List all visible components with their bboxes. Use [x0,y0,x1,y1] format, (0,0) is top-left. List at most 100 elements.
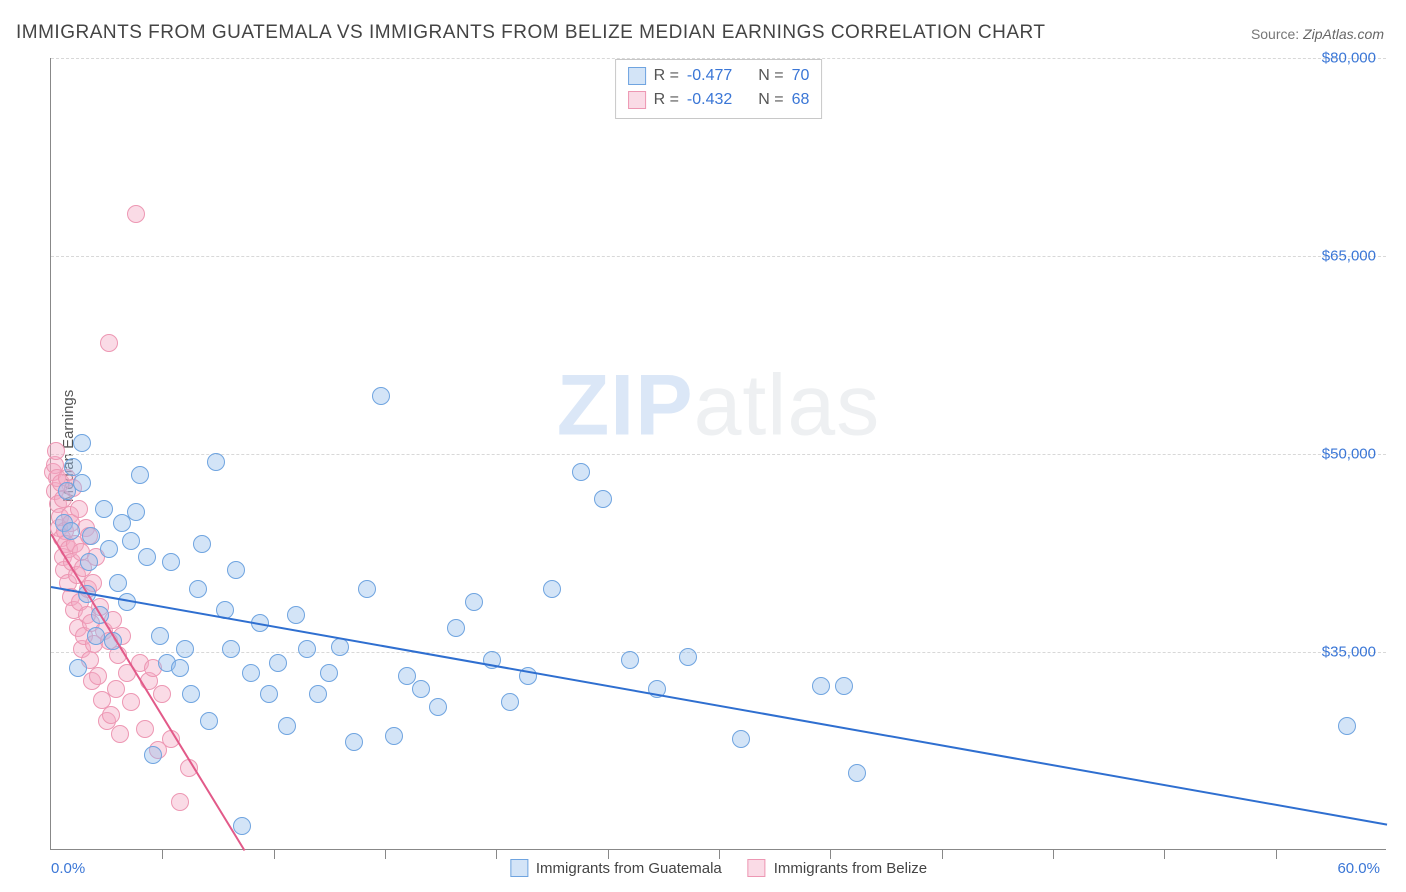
x-tick [719,850,720,859]
data-point-guatemala [162,553,180,571]
data-point-guatemala [242,664,260,682]
x-tick [274,850,275,859]
data-point-belize [153,685,171,703]
x-tick [162,850,163,859]
y-tick-label: $65,000 [1322,248,1376,265]
data-point-guatemala [812,677,830,695]
legend-label-guatemala: Immigrants from Guatemala [536,860,722,877]
data-point-guatemala [200,712,218,730]
gridline [51,256,1386,257]
data-point-guatemala [109,574,127,592]
data-point-guatemala [73,434,91,452]
gridline [51,652,1386,653]
n-label: N = [758,64,783,88]
data-point-guatemala [122,532,140,550]
data-point-guatemala [385,727,403,745]
x-tick [1053,850,1054,859]
watermark-zip: ZIP [557,358,694,454]
data-point-belize [127,205,145,223]
data-point-guatemala [151,627,169,645]
data-point-guatemala [679,648,697,666]
legend-item-belize: Immigrants from Belize [748,859,927,877]
source-label: Source: [1251,26,1303,42]
x-tick-label: 60.0% [1337,860,1380,877]
source-attribution: Source: ZipAtlas.com [1251,26,1384,42]
data-point-belize [100,334,118,352]
data-point-guatemala [233,817,251,835]
data-point-belize [122,693,140,711]
r-value-belize: -0.432 [687,88,732,112]
data-point-guatemala [732,730,750,748]
n-value-guatemala: 70 [792,64,810,88]
data-point-guatemala [227,561,245,579]
data-point-belize [107,680,125,698]
data-point-guatemala [309,685,327,703]
n-label: N = [758,88,783,112]
data-point-guatemala [131,466,149,484]
data-point-belize [70,500,88,518]
x-tick [496,850,497,859]
data-point-belize [89,667,107,685]
chart-title: IMMIGRANTS FROM GUATEMALA VS IMMIGRANTS … [16,22,1046,44]
data-point-guatemala [298,640,316,658]
r-label: R = [654,88,679,112]
trend-line-guatemala [51,586,1387,826]
data-point-guatemala [82,527,100,545]
data-point-guatemala [621,651,639,669]
data-point-guatemala [138,548,156,566]
data-point-guatemala [207,453,225,471]
data-point-guatemala [501,693,519,711]
data-point-belize [47,442,65,460]
data-point-guatemala [144,746,162,764]
scatter-plot-area: ZIPatlas R = -0.477 N = 70 R = -0.432 N … [50,58,1386,850]
data-point-guatemala [465,593,483,611]
r-label: R = [654,64,679,88]
correlation-stats-box: R = -0.477 N = 70 R = -0.432 N = 68 [615,59,823,119]
data-point-guatemala [171,659,189,677]
data-point-guatemala [572,463,590,481]
data-point-guatemala [100,540,118,558]
source-link[interactable]: ZipAtlas.com [1303,26,1384,42]
x-tick-label: 0.0% [51,860,85,877]
data-point-guatemala [260,685,278,703]
watermark-atlas: atlas [694,358,881,454]
x-tick [942,850,943,859]
data-point-guatemala [287,606,305,624]
data-point-guatemala [62,522,80,540]
data-point-guatemala [73,474,91,492]
r-value-guatemala: -0.477 [687,64,732,88]
swatch-belize [628,91,646,109]
legend-label-belize: Immigrants from Belize [774,860,927,877]
legend-item-guatemala: Immigrants from Guatemala [510,859,722,877]
data-point-belize [171,793,189,811]
data-point-guatemala [127,503,145,521]
data-point-guatemala [80,553,98,571]
trend-line-belize [50,534,245,852]
data-point-guatemala [189,580,207,598]
data-point-guatemala [1338,717,1356,735]
x-tick [830,850,831,859]
data-point-guatemala [278,717,296,735]
data-point-guatemala [372,387,390,405]
gridline [51,454,1386,455]
x-tick [1276,850,1277,859]
x-tick [1164,850,1165,859]
data-point-belize [136,720,154,738]
data-point-guatemala [69,659,87,677]
stats-row-guatemala: R = -0.477 N = 70 [628,64,810,88]
data-point-guatemala [269,654,287,672]
data-point-belize [102,706,120,724]
n-value-belize: 68 [792,88,810,112]
data-point-guatemala [193,535,211,553]
data-point-guatemala [182,685,200,703]
data-point-guatemala [320,664,338,682]
watermark: ZIPatlas [557,357,880,456]
data-point-guatemala [447,619,465,637]
data-point-guatemala [95,500,113,518]
series-legend: Immigrants from Guatemala Immigrants fro… [510,859,927,877]
data-point-guatemala [594,490,612,508]
data-point-guatemala [835,677,853,695]
data-point-guatemala [222,640,240,658]
data-point-guatemala [87,627,105,645]
x-tick [608,850,609,859]
